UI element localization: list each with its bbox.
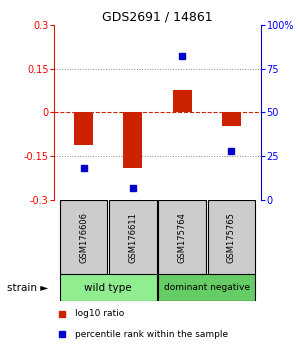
Text: GSM176606: GSM176606 <box>79 212 88 263</box>
Text: GSM175765: GSM175765 <box>227 212 236 263</box>
Text: strain ►: strain ► <box>7 282 48 293</box>
Text: GSM176611: GSM176611 <box>128 212 137 263</box>
Bar <box>109 200 157 274</box>
Bar <box>74 113 93 144</box>
Text: GSM175764: GSM175764 <box>178 212 187 263</box>
Text: log10 ratio: log10 ratio <box>75 309 124 318</box>
Bar <box>173 91 191 113</box>
Bar <box>158 200 206 274</box>
Bar <box>124 113 142 168</box>
Bar <box>60 274 157 301</box>
Text: wild type: wild type <box>84 282 132 293</box>
Text: dominant negative: dominant negative <box>164 283 250 292</box>
Bar <box>208 200 255 274</box>
Bar <box>60 200 107 274</box>
Bar <box>222 113 241 126</box>
Title: GDS2691 / 14861: GDS2691 / 14861 <box>102 11 213 24</box>
Text: percentile rank within the sample: percentile rank within the sample <box>75 330 228 338</box>
Bar <box>158 274 255 301</box>
